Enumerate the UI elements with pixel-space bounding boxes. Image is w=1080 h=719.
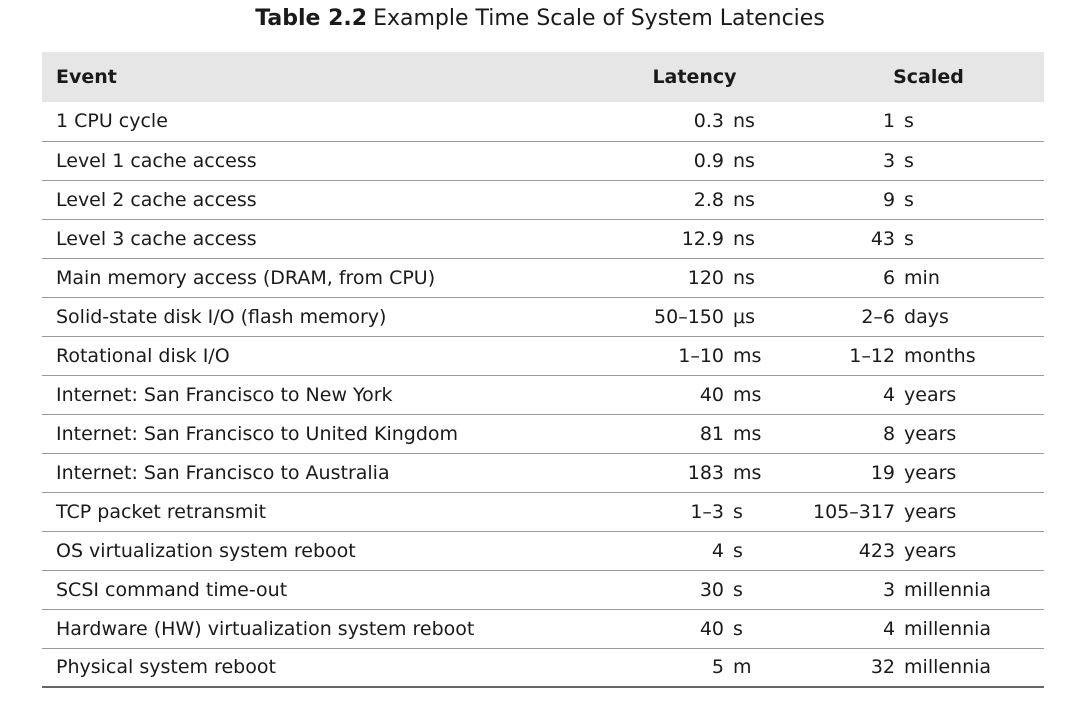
- scaled-value: 1–12: [849, 344, 896, 367]
- latency-unit: μs: [733, 305, 755, 328]
- latency-value: 5: [711, 656, 724, 679]
- scaled-unit: millennia: [904, 578, 992, 601]
- event-cell: Level 2 cache access: [56, 188, 257, 211]
- event-cell: Hardware (HW) virtualization system rebo…: [56, 617, 475, 640]
- latency-unit: s: [733, 539, 743, 562]
- scaled-unit: s: [904, 227, 914, 250]
- table-number: Table 2.2: [255, 6, 368, 31]
- scaled-unit: years: [904, 422, 957, 445]
- latency-unit: ns: [733, 227, 755, 250]
- scaled-value: 2–6: [861, 305, 896, 328]
- event-cell: Main memory access (DRAM, from CPU): [56, 266, 436, 289]
- scaled-unit: years: [904, 461, 957, 484]
- scaled-value: 43: [870, 227, 896, 250]
- latency-unit: ms: [733, 383, 762, 406]
- table-row: 1 CPU cycle 0.3 ns 1 s: [42, 102, 1044, 141]
- scaled-value: 3: [882, 578, 896, 601]
- event-cell: Internet: San Francisco to Australia: [56, 461, 390, 484]
- latency-value: 0.3: [693, 110, 724, 133]
- table-row: Solid-state disk I/O (flash memory) 50–15…: [42, 297, 1044, 336]
- latency-value: 40: [699, 617, 724, 640]
- table-row: Level 2 cache access 2.8 ns 9 s: [42, 180, 1044, 219]
- scaled-value: 4: [882, 383, 896, 406]
- latency-value: 50–150: [654, 305, 724, 328]
- latency-value: 0.9: [693, 149, 724, 172]
- scaled-unit: days: [904, 305, 949, 328]
- latency-value: 30: [699, 578, 724, 601]
- header-scaled: Scaled: [893, 66, 964, 88]
- latency-unit: ms: [733, 344, 762, 367]
- scaled-unit: months: [904, 344, 976, 367]
- scaled-value: 4: [882, 617, 896, 640]
- scaled-value: 423: [858, 539, 896, 562]
- table-row: OS virtualization system reboot 4 s 423 year…: [42, 531, 1044, 570]
- latency-value: 4: [711, 539, 724, 562]
- latency-value: 2.8: [693, 188, 724, 211]
- event-cell: 1 CPU cycle: [56, 110, 168, 133]
- scaled-unit: millennia: [904, 656, 992, 679]
- table-title: Example Time Scale of System Latencies: [373, 6, 825, 31]
- event-cell: Physical system reboot: [56, 656, 276, 679]
- latency-unit: ns: [733, 266, 755, 289]
- header-event: Event: [56, 66, 117, 88]
- event-cell: Internet: San Francisco to New York: [56, 383, 393, 406]
- scaled-unit: s: [904, 188, 914, 211]
- latency-value: 1–10: [678, 344, 724, 367]
- table-row: Level 3 cache access 12.9 ns 43 s: [42, 219, 1044, 258]
- scaled-value: 19: [870, 461, 896, 484]
- scaled-value: 32: [870, 656, 896, 679]
- event-cell: Internet: San Francisco to United Kingdo…: [56, 422, 459, 445]
- table-row: Main memory access (DRAM, from CPU) 120 ns…: [42, 258, 1044, 297]
- scaled-value: 3: [882, 149, 896, 172]
- latency-unit: ms: [733, 422, 762, 445]
- header-row: Event Latency Scaled: [42, 52, 1044, 102]
- table-row: SCSI command time-out 30 s 3 millennia: [42, 570, 1044, 609]
- event-cell: OS virtualization system reboot: [56, 539, 356, 562]
- table-row: TCP packet retransmit 1–3 s 105–317 years: [42, 492, 1044, 531]
- scaled-unit: years: [904, 383, 957, 406]
- table-row: Rotational disk I/O 1–10 ms 1–12 months: [42, 336, 1044, 375]
- event-cell: Rotational disk I/O: [56, 344, 230, 367]
- table-row: Hardware (HW) virtualization system rebo…: [42, 609, 1044, 648]
- table-row: Internet: San Francisco to United Kingdo…: [42, 414, 1044, 453]
- latency-value: 183: [687, 461, 724, 484]
- latency-unit: s: [733, 500, 743, 523]
- scaled-unit: millennia: [904, 617, 992, 640]
- table-caption: Table 2.2 Example Time Scale of System La…: [0, 6, 1080, 31]
- scaled-value: 6: [882, 266, 896, 289]
- table-row: Internet: San Francisco to New York 40 ms 4…: [42, 375, 1044, 414]
- scaled-unit: min: [904, 266, 940, 289]
- scaled-unit: years: [904, 539, 957, 562]
- scaled-unit: s: [904, 149, 914, 172]
- scaled-value: 9: [882, 188, 896, 211]
- latency-value: 81: [699, 422, 724, 445]
- scaled-value: 1: [882, 110, 896, 133]
- event-cell: Level 3 cache access: [56, 227, 257, 250]
- table-row: Internet: San Francisco to Australia 183 m…: [42, 453, 1044, 492]
- latency-value: 12.9: [681, 227, 724, 250]
- latency-unit: ns: [733, 110, 755, 133]
- latency-unit: ms: [733, 461, 762, 484]
- scaled-value: 105–317: [813, 500, 896, 523]
- header-latency: Latency: [652, 66, 737, 88]
- table-row: Level 1 cache access 0.9 ns 3 s: [42, 141, 1044, 180]
- latency-unit: ns: [733, 149, 755, 172]
- latency-value: 1–3: [690, 500, 724, 523]
- latency-unit: s: [733, 578, 743, 601]
- latency-unit: s: [733, 617, 743, 640]
- event-cell: Level 1 cache access: [56, 149, 257, 172]
- scaled-unit: s: [904, 110, 914, 133]
- latency-unit: ns: [733, 188, 755, 211]
- latency-value: 40: [699, 383, 724, 406]
- event-cell: SCSI command time-out: [56, 578, 288, 601]
- latency-value: 120: [687, 266, 724, 289]
- latency-table: Event Latency Scaled 1 CPU cycle 0.3 ns 1 s L…: [42, 52, 1044, 688]
- scaled-value: 8: [882, 422, 896, 445]
- event-cell: TCP packet retransmit: [56, 500, 267, 523]
- scaled-unit: years: [904, 500, 957, 523]
- latency-unit: m: [733, 656, 752, 679]
- event-cell: Solid-state disk I/O (flash memory): [56, 305, 387, 328]
- table-row: Physical system reboot 5 m 32 millennia: [42, 648, 1044, 687]
